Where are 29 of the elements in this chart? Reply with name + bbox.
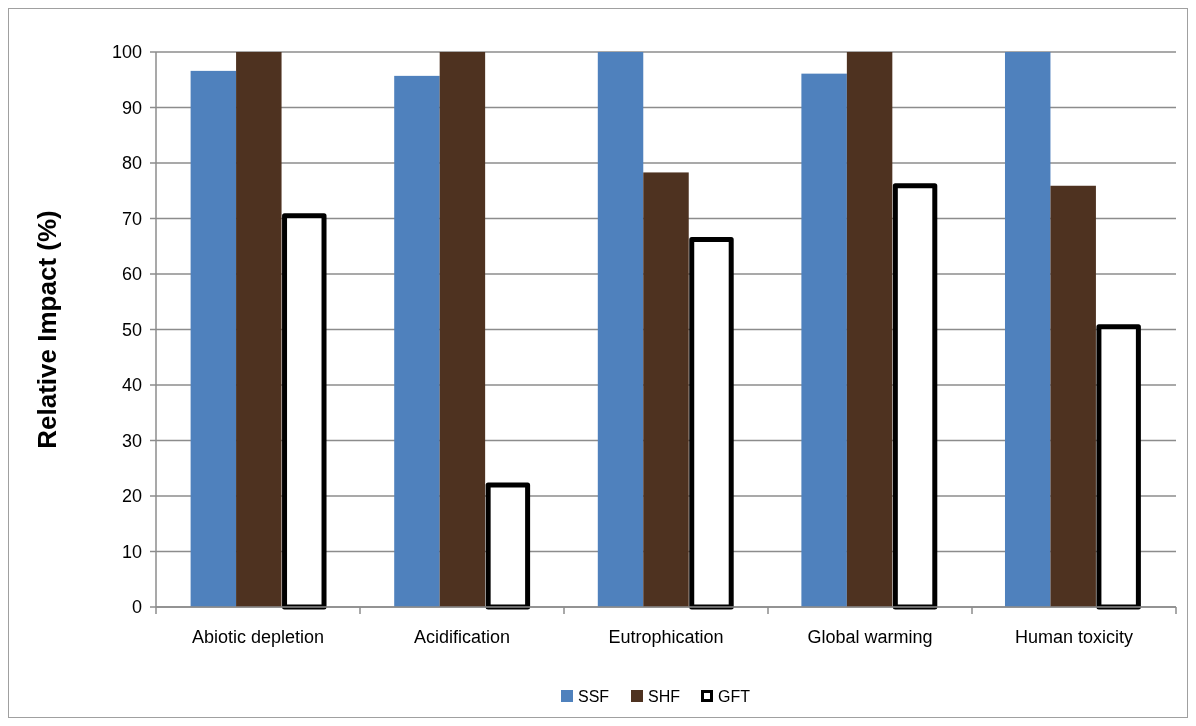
y-axis-title: Relative Impact (%) bbox=[32, 210, 62, 449]
y-tick-label: 60 bbox=[121, 264, 142, 285]
bar bbox=[1004, 52, 1051, 607]
y-tick-label: 70 bbox=[121, 208, 142, 229]
bar bbox=[801, 73, 847, 607]
y-tick-label: 90 bbox=[121, 97, 142, 118]
x-tick-label: Human toxicity bbox=[1014, 627, 1134, 647]
y-tick-label: 20 bbox=[121, 486, 142, 507]
x-tick-label: Eutrophication bbox=[608, 627, 724, 647]
legend-label: SHF bbox=[648, 687, 681, 705]
y-tick-label: 50 bbox=[121, 319, 142, 340]
x-tick-label: Acidification bbox=[413, 627, 511, 647]
y-tick-label: 80 bbox=[121, 153, 142, 174]
legend-label: SSF bbox=[578, 687, 610, 705]
y-tick-label: 40 bbox=[121, 375, 142, 396]
x-tick-label: Global warming bbox=[807, 627, 933, 647]
bar bbox=[190, 70, 237, 607]
bar bbox=[1050, 185, 1096, 607]
bar bbox=[597, 52, 644, 607]
bar bbox=[643, 172, 689, 607]
bar bbox=[439, 52, 486, 607]
y-tick-label: 100 bbox=[111, 42, 142, 63]
bar bbox=[394, 75, 440, 607]
y-tick-label: 10 bbox=[121, 541, 142, 562]
y-tick-label: 30 bbox=[121, 430, 142, 451]
legend-label: GFT bbox=[718, 687, 751, 705]
bar bbox=[236, 52, 282, 607]
y-tick-label: 0 bbox=[131, 597, 142, 618]
x-tick-label: Abiotic depletion bbox=[191, 627, 325, 647]
